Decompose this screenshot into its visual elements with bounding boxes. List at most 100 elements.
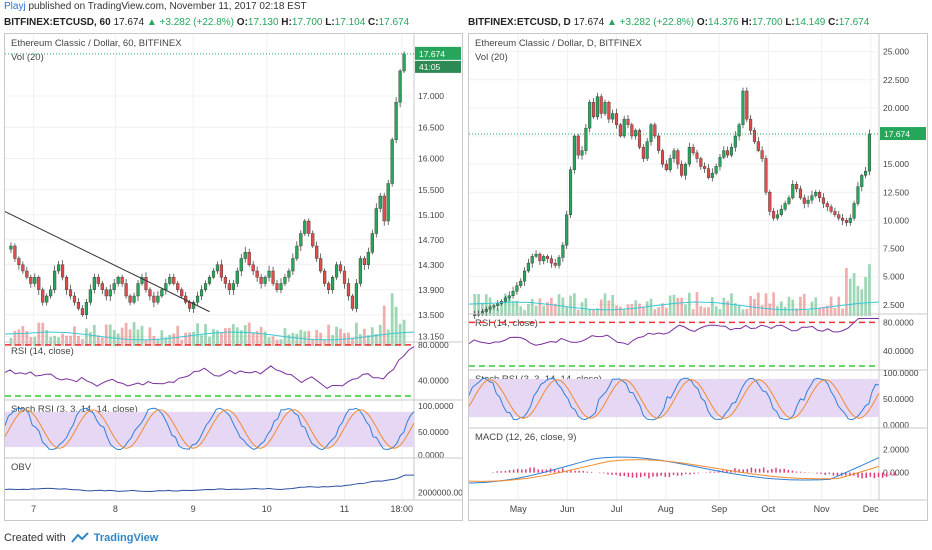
volume-bar [611,294,615,316]
left-chart-svg[interactable]: 7 8 9 10 11 18:00 17.000 16.500 16.000 15.500 15.1… [5,34,462,520]
candle-body [775,214,779,219]
volume-bar [65,335,68,346]
volume-bar [619,306,622,316]
x-tick-label: Nov [814,504,831,514]
candle-body [104,289,108,297]
candle-body [160,289,164,297]
volume-bar [355,322,358,346]
candle-body [227,283,231,290]
candle-body [331,277,335,290]
candle-body [856,186,860,204]
candle-body [488,306,492,310]
candle-body [299,233,303,247]
candle-body [120,277,124,284]
volume-bar [180,339,184,346]
volume-bar [645,301,649,316]
right-chart-svg[interactable]: May Jun Jul Aug Sep Oct Nov Dec 25.000 22.500 20.0… [469,34,927,520]
price-badge-bg [880,127,926,141]
volume-bar [795,308,798,316]
volume-bar [85,328,88,346]
volume-bar [672,294,676,316]
left-chart-panel[interactable]: 7 8 9 10 11 18:00 17.000 16.500 16.000 15.500 15.1… [4,33,463,521]
candle-body [772,211,776,219]
volume-bar [542,305,546,316]
candle-body [195,295,200,303]
tradingview-brand[interactable]: TradingView [93,532,159,544]
author-link[interactable]: Playj [4,1,26,12]
candle-body [802,197,806,204]
candle-body [263,277,267,284]
volume-bar [374,333,378,346]
candle-body [25,270,29,278]
candle-body [572,135,576,170]
volume-bar [160,330,164,346]
volume-bar [653,309,657,316]
volume-bar [592,308,595,316]
volume-bar [212,329,215,346]
candle-body [378,195,382,209]
countdown-badge-bg [415,60,461,73]
volume-bar [21,325,25,346]
volume-bar [833,308,837,316]
x-tick-label: 18:00 [390,504,413,514]
stoch-tick-label: 100.0000 [418,401,454,411]
candle-body [33,277,37,284]
candle-body [565,214,569,246]
volume-bar [687,292,691,316]
candle-body [752,130,757,142]
volume-bar [255,330,259,346]
chart-title: Ethereum Classic / Dollar, 60, BITFINEX [11,38,182,49]
volume-bar [680,297,684,316]
candle-body [211,270,216,278]
volume-bar [484,294,488,316]
candle-body [542,256,546,262]
volume-bar [530,299,534,316]
volume-bar [243,325,247,346]
volume-bar [580,302,584,316]
candle-body [706,168,711,178]
volume-bar [642,306,645,316]
right-chart-panel[interactable]: May Jun Jul Aug Sep Oct Nov Dec 25.000 22.500 20.0… [468,33,928,521]
candle-body [342,270,347,284]
candle-body [691,147,695,154]
volume-bar [176,325,180,346]
candle-body [718,157,722,167]
volume-bar [576,309,580,316]
candle-body [599,96,603,114]
volume-bar [741,309,745,316]
volume-bar [204,324,207,346]
volume-bar [73,326,76,346]
volume-bar [538,298,542,316]
x-tick-label: 9 [191,504,196,514]
candle-body [346,283,351,297]
volume-bar [291,332,295,346]
rsi-tick-label: 80.0000 [883,317,914,327]
candle-body [53,270,57,290]
volume-bar [565,306,569,316]
volume-bar [382,305,386,346]
candle-body [634,130,638,137]
volume-bar [799,296,802,316]
candle-body [852,203,856,219]
candle-body [311,233,315,247]
stoch-k-line [469,377,880,421]
rsi-tick-label: 40.0000 [883,346,914,356]
volume-bar [370,327,374,346]
candle-body [649,124,653,142]
candle-body [726,150,730,156]
candle-body [569,169,573,215]
candle-body [108,289,112,297]
right-change: ▲ +3.282 (+22.8%) [606,17,695,28]
candle-body [64,277,69,290]
volume-bar [534,305,538,316]
candle-body [595,96,599,118]
trendline [5,211,210,313]
candle-body [88,289,92,303]
footer: Created with TradingView [4,532,158,544]
candle-body [791,184,795,199]
volume-bar [96,335,100,346]
candle-body [192,302,196,309]
tradingview-logo-icon [71,532,89,543]
volume-bar [649,298,653,316]
candle-body [672,150,676,159]
